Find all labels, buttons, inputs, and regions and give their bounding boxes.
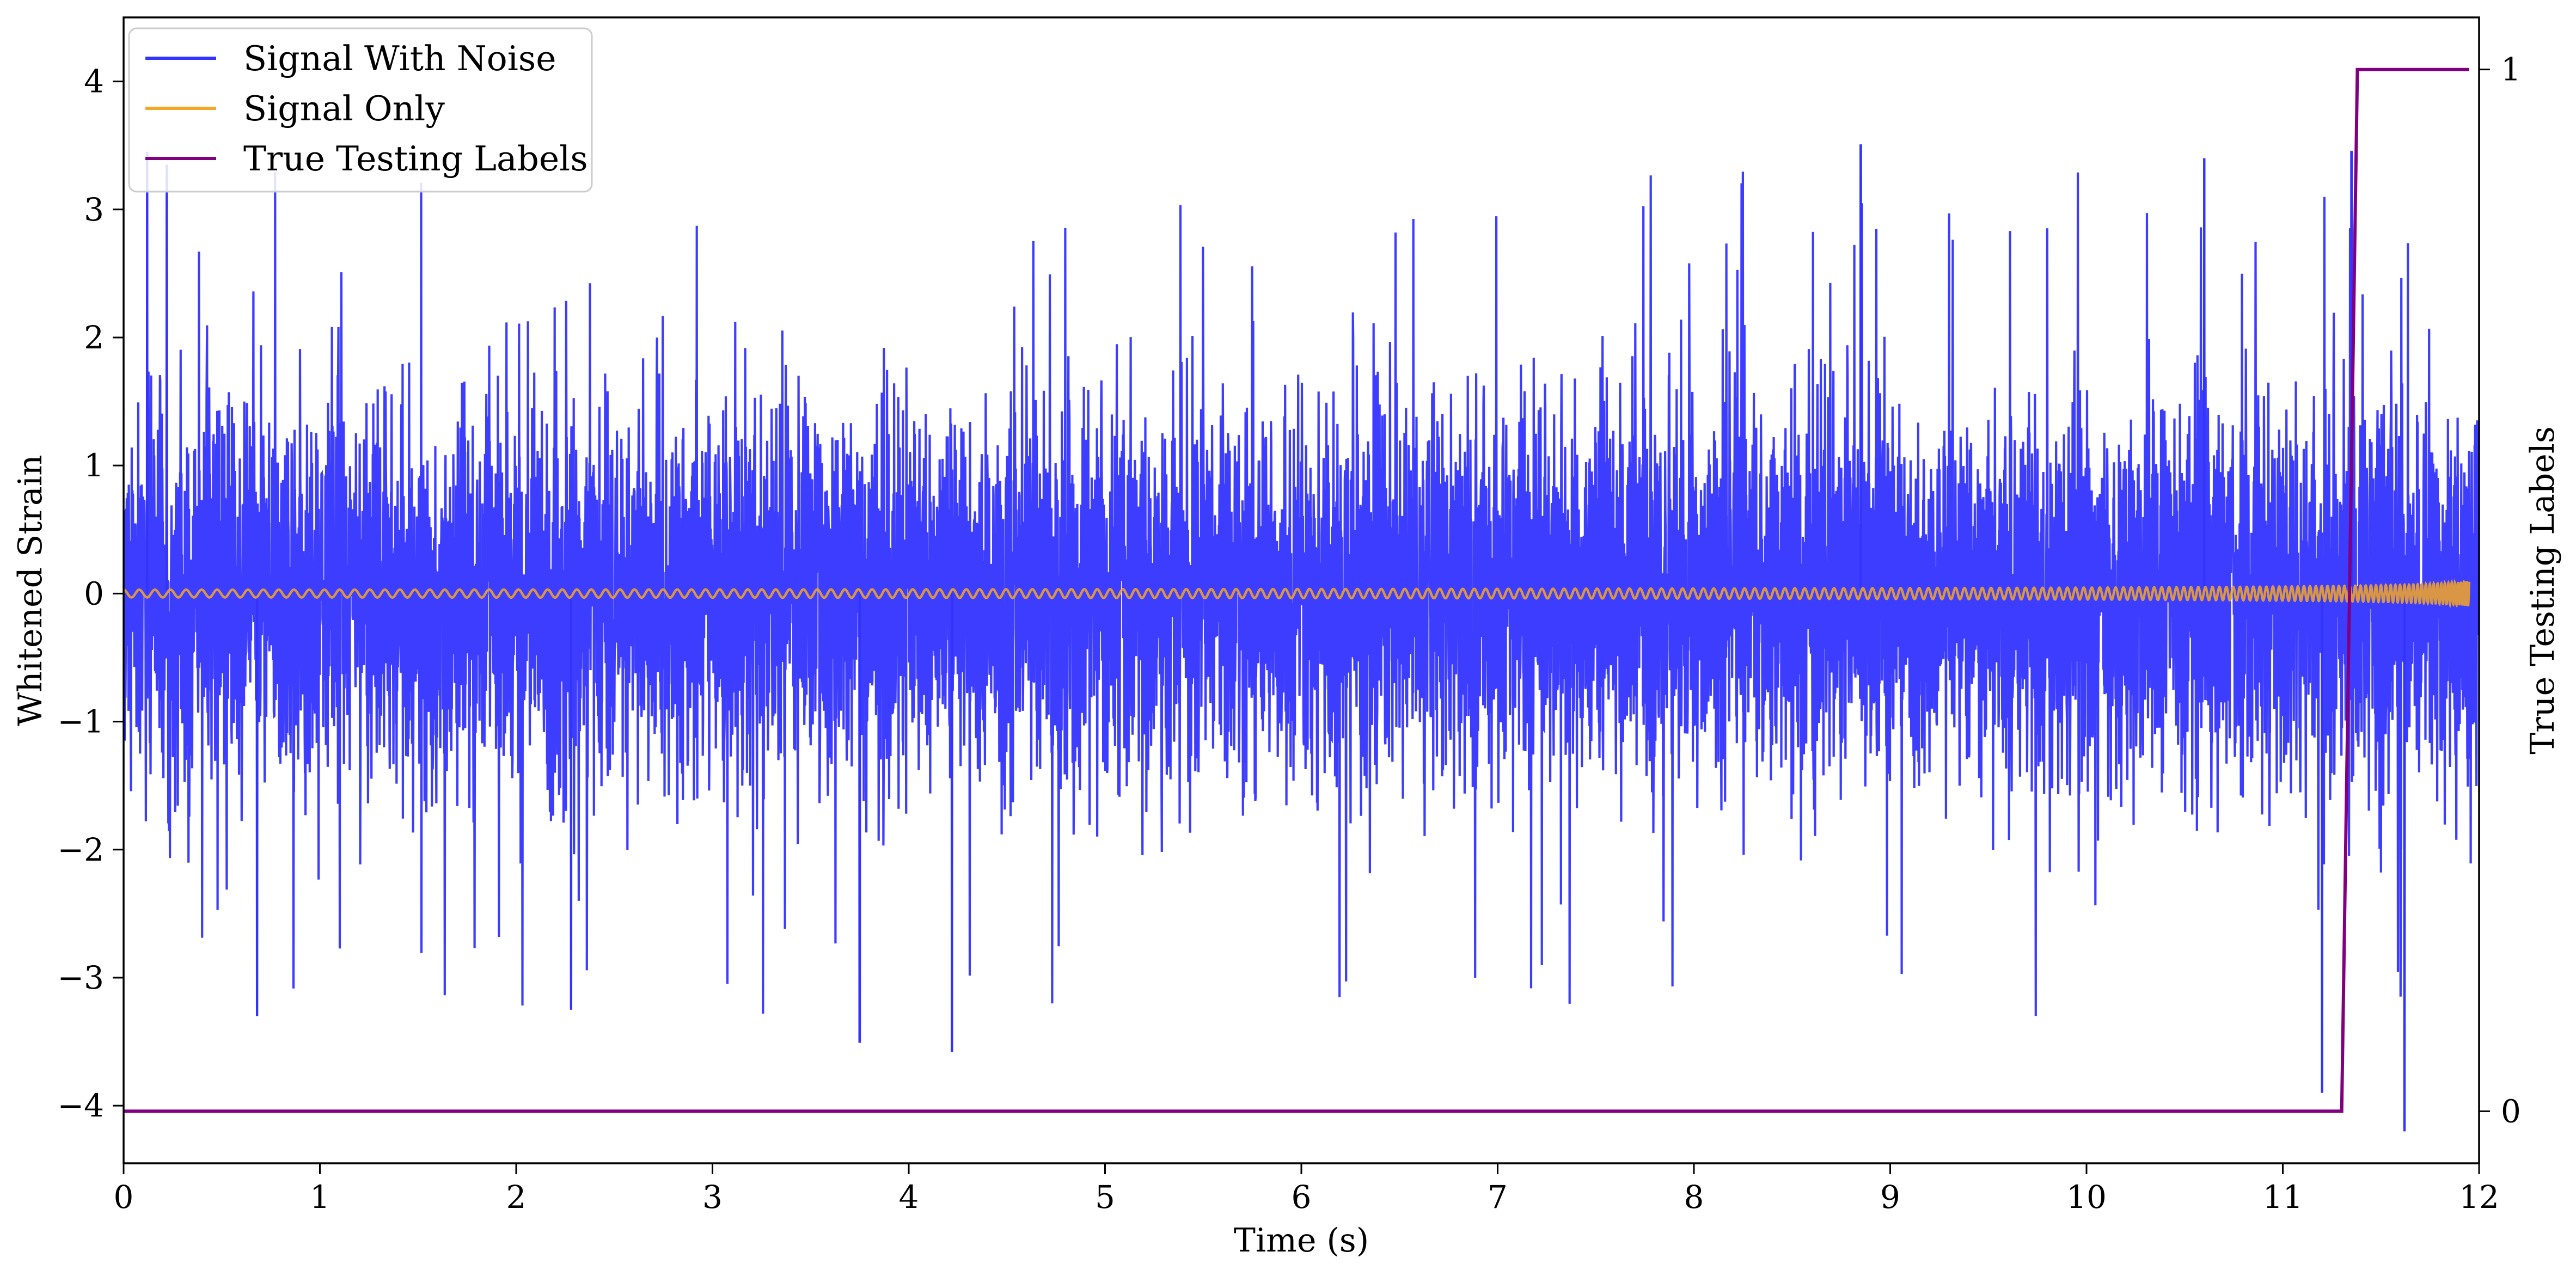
series-signal-with-noise	[124, 144, 2479, 1132]
y-tick-label: −1	[58, 703, 105, 740]
plot-clip-group	[124, 68, 2479, 1132]
legend: Signal With Noise Signal Only True Testing…	[128, 27, 593, 193]
y-tick-label: −2	[58, 831, 105, 868]
x-tick-label: 5	[1095, 1179, 1115, 1216]
x-tick-label: 12	[2459, 1179, 2499, 1216]
legend-box	[128, 27, 593, 193]
y-tick-label: −4	[58, 1087, 105, 1124]
y-tick-label: 0	[84, 575, 104, 612]
x-tick-label: 6	[1292, 1179, 1312, 1216]
y-tick-label: 3	[84, 191, 104, 228]
y2-tick-label: 1	[2501, 51, 2521, 88]
x-tick-label: 2	[506, 1179, 527, 1216]
x-tick-label: 4	[899, 1179, 919, 1216]
x-tick-label: 7	[1488, 1179, 1508, 1216]
x-tick-label: 8	[1684, 1179, 1704, 1216]
legend-label: Signal With Noise	[243, 39, 556, 78]
series-true-testing-labels	[124, 68, 2469, 1113]
x-tick-label: 11	[2263, 1179, 2303, 1216]
x-tick-label: 0	[114, 1179, 134, 1216]
y-tick-label: 1	[84, 447, 104, 484]
plot-area	[124, 68, 2479, 1132]
legend-label: Signal Only	[243, 89, 445, 128]
legend-label: True Testing Labels	[243, 139, 588, 179]
y2-axis-label: True Testing Labels	[2524, 426, 2562, 754]
x-axis-label: Time (s)	[1234, 1222, 1369, 1260]
y-tick-label: −3	[58, 959, 105, 996]
x-tick-label: 3	[702, 1179, 723, 1216]
x-tick-label: 1	[310, 1179, 330, 1216]
y-axis-label: Whitened Strain	[11, 455, 50, 726]
x-tick-label: 9	[1880, 1179, 1900, 1216]
y-tick-label: 4	[84, 63, 104, 100]
series-signal-only	[124, 579, 2471, 609]
x-tick-label: 10	[2066, 1179, 2107, 1216]
y-tick-label: 2	[84, 319, 104, 356]
y2-tick-label: 0	[2501, 1093, 2521, 1130]
